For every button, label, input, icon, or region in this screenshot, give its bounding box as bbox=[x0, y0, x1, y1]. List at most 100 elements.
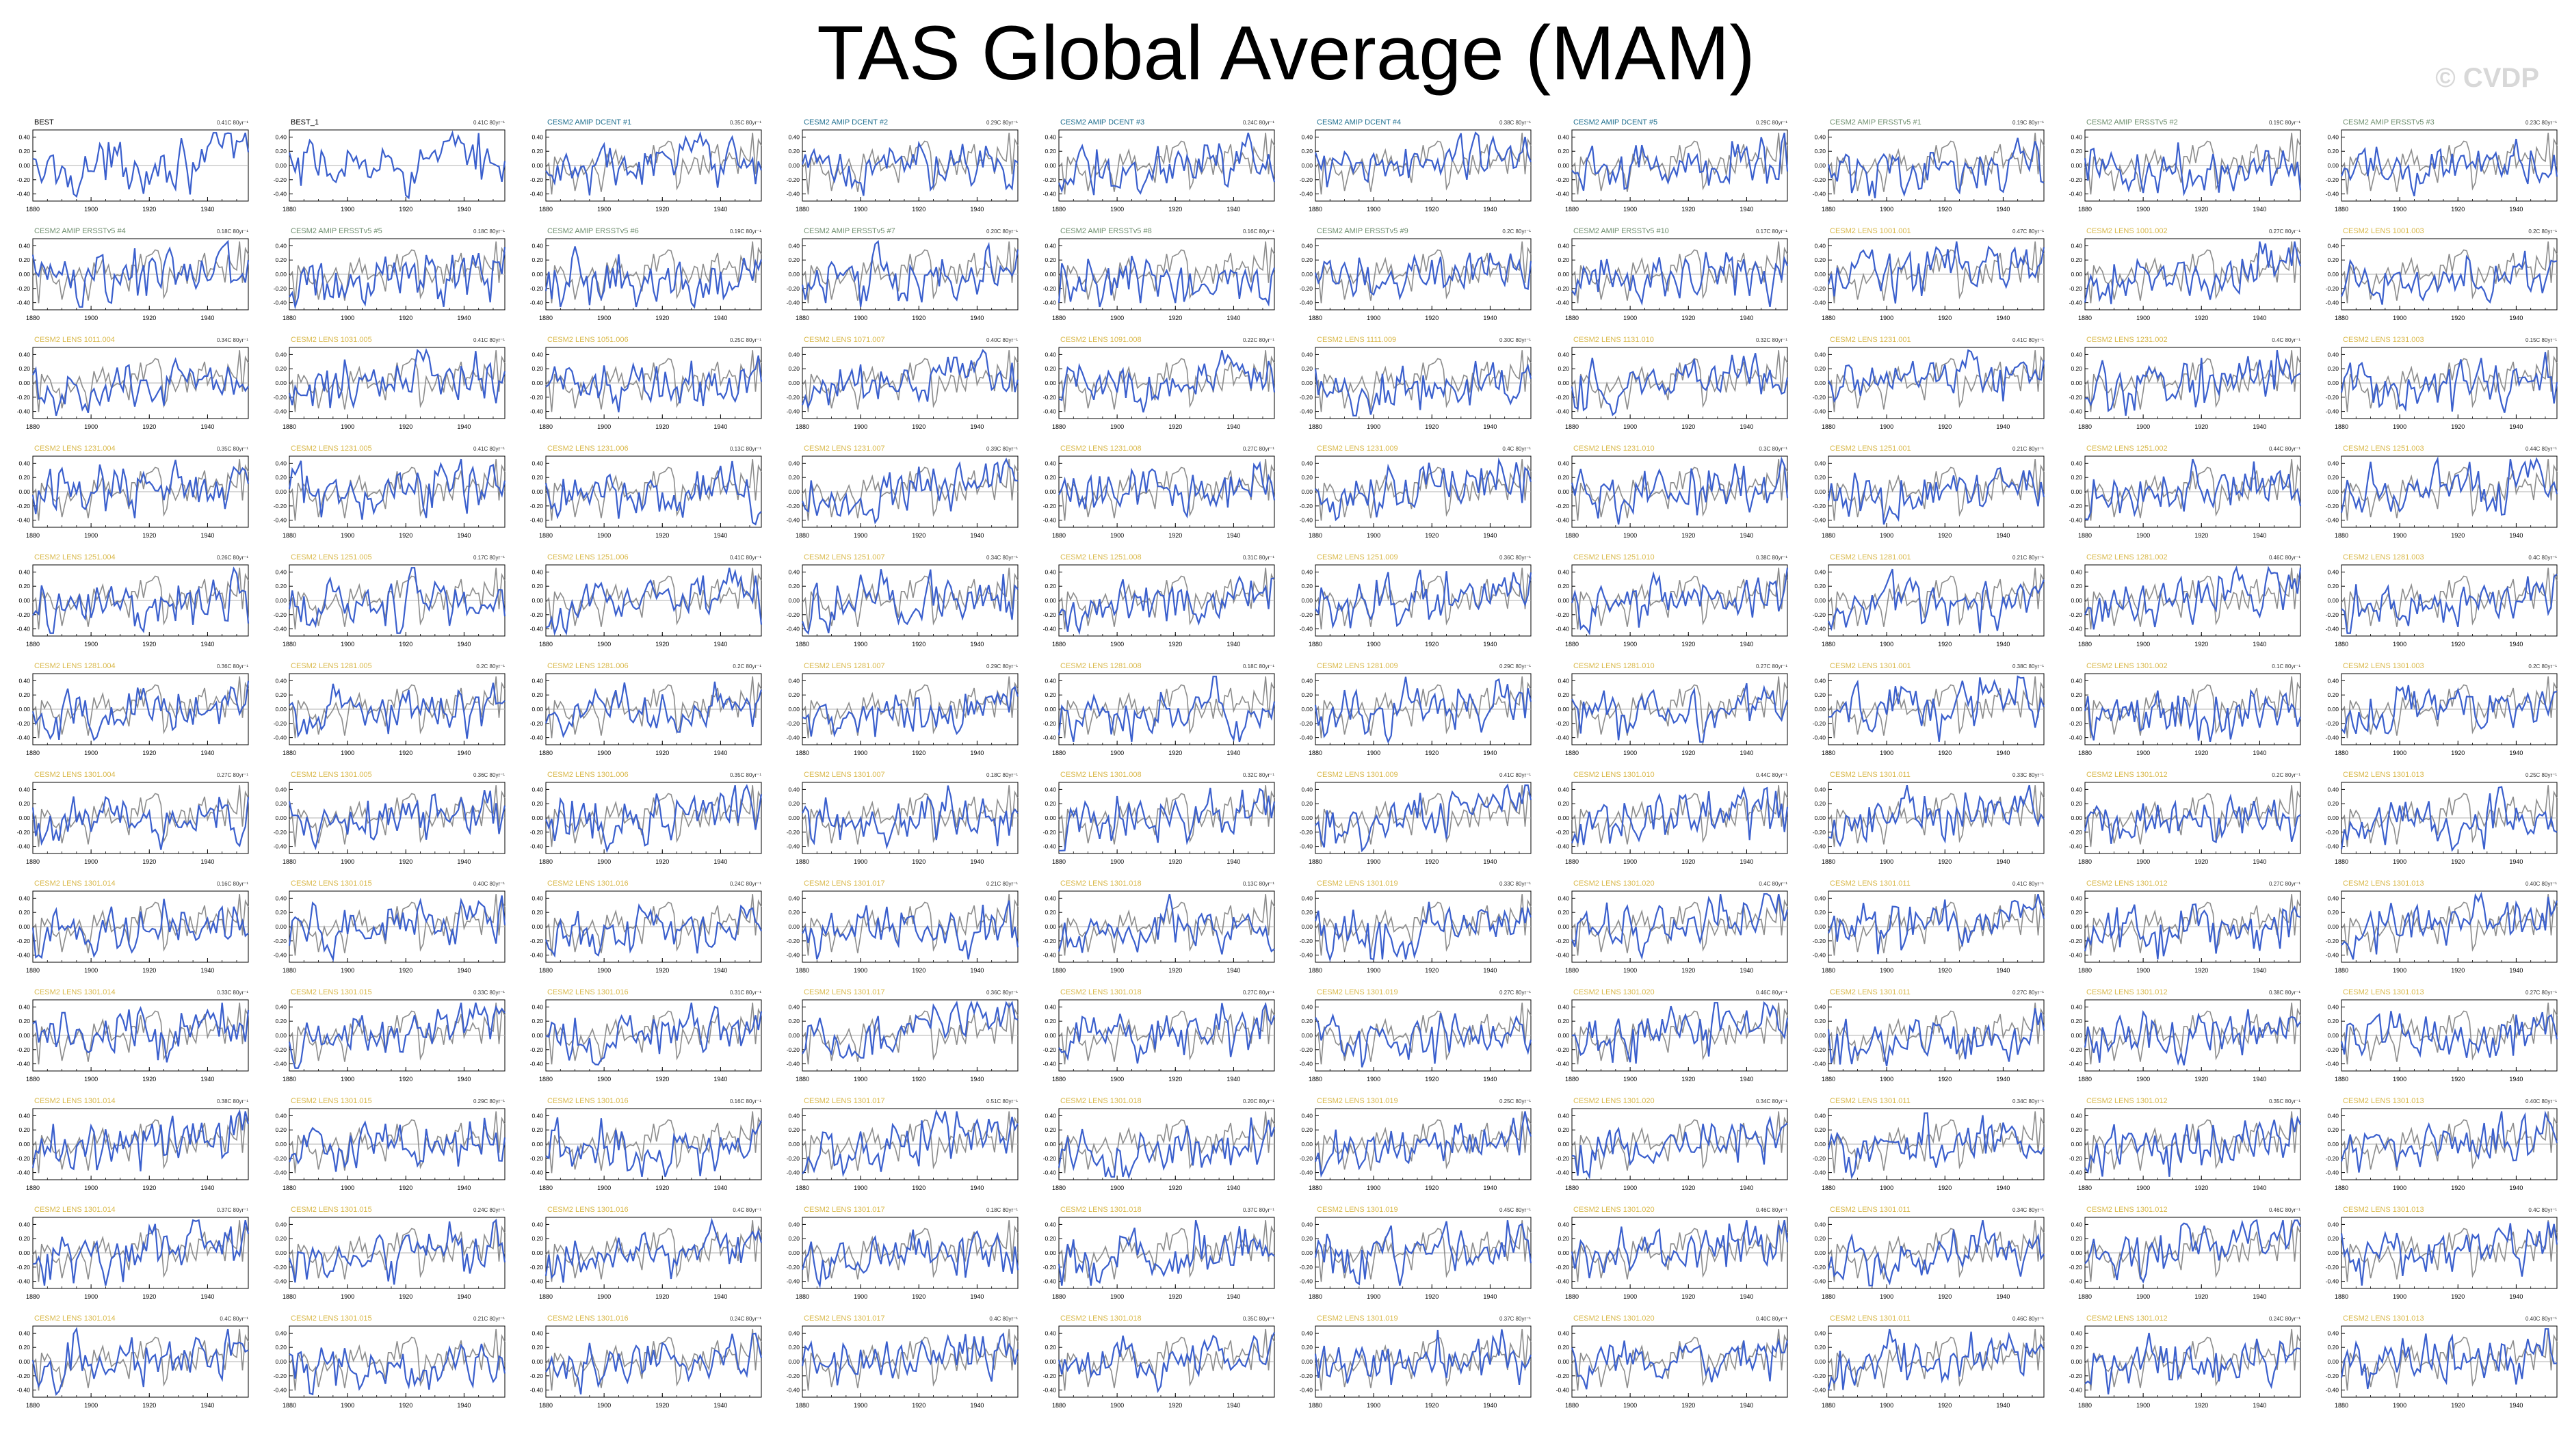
model-series-line bbox=[801, 1229, 1019, 1289]
x-tick-label: 1940 bbox=[1740, 423, 1753, 430]
y-tick-label: 0.40 bbox=[2071, 351, 2082, 358]
panel-trend-label: 0.16C 80yr⁻¹ bbox=[217, 881, 248, 887]
y-tick-label: 0.00 bbox=[788, 923, 800, 930]
model-series-line bbox=[801, 569, 1019, 635]
x-tick-label: 1880 bbox=[26, 315, 40, 321]
obs-series-line bbox=[1571, 459, 1788, 521]
y-tick-label: -0.20 bbox=[1556, 1046, 1570, 1053]
panel: CESM2 AMIP DCENT #4 0.38C 80yr⁻¹0.400.200… bbox=[1300, 118, 1532, 213]
y-tick-label: -0.20 bbox=[1043, 611, 1057, 618]
panel: CESM2 LENS 1231.004 0.35C 80yr⁻¹0.400.200… bbox=[17, 445, 250, 539]
x-tick-label: 1900 bbox=[597, 1076, 611, 1083]
y-tick-label: 0.40 bbox=[275, 677, 287, 684]
y-tick-label: 0.40 bbox=[275, 1112, 287, 1119]
y-tick-label: 0.20 bbox=[1301, 691, 1313, 698]
y-tick-label: 0.00 bbox=[1814, 380, 1826, 386]
panel-trend-label: 0.24C 80yr⁻¹ bbox=[730, 881, 761, 887]
x-tick-label: 1940 bbox=[970, 423, 984, 430]
y-tick-label: 0.20 bbox=[2071, 1126, 2082, 1133]
obs-series-line bbox=[1571, 785, 1788, 847]
x-tick-label: 1920 bbox=[2194, 1402, 2208, 1409]
x-tick-label: 1880 bbox=[1565, 750, 1579, 756]
x-tick-label: 1900 bbox=[2393, 1402, 2406, 1409]
panel-trend-label: 0.33C 80yr⁻¹ bbox=[2012, 772, 2044, 778]
y-tick-label: 0.20 bbox=[788, 1235, 800, 1242]
x-tick-label: 1880 bbox=[2335, 1076, 2348, 1083]
panel-trend-label: 0.22C 80yr⁻¹ bbox=[1243, 337, 1274, 343]
y-tick-label: -0.40 bbox=[1813, 408, 1826, 415]
y-tick-label: 0.40 bbox=[1045, 133, 1056, 140]
x-tick-label: 1880 bbox=[2078, 1293, 2092, 1300]
y-tick-label: 0.40 bbox=[1558, 895, 1569, 901]
x-tick-label: 1920 bbox=[1425, 315, 1439, 321]
x-tick-label: 1940 bbox=[1996, 967, 2010, 974]
x-tick-label: 1920 bbox=[1681, 858, 1695, 865]
y-tick-label: -0.40 bbox=[787, 952, 800, 959]
x-tick-label: 1940 bbox=[713, 532, 727, 539]
x-tick-label: 1880 bbox=[1565, 967, 1579, 974]
panel-title: CESM2 LENS 1301.019 bbox=[1317, 1206, 1398, 1214]
obs-series-line bbox=[1571, 241, 1788, 304]
y-tick-label: -0.40 bbox=[2069, 952, 2083, 959]
y-tick-label: -0.40 bbox=[17, 1387, 31, 1394]
panel: CESM2 AMIP ERSSTv5 #4 0.18C 80yr⁻¹0.400.2… bbox=[17, 227, 250, 321]
panel-title: CESM2 LENS 1231.009 bbox=[1317, 445, 1398, 453]
y-tick-label: 0.00 bbox=[1301, 162, 1313, 169]
y-tick-label: 0.40 bbox=[1045, 1329, 1056, 1336]
y-tick-label: 0.00 bbox=[532, 162, 543, 169]
x-tick-label: 1880 bbox=[26, 750, 40, 756]
y-tick-label: 0.00 bbox=[1558, 1358, 1569, 1365]
x-tick-label: 1900 bbox=[854, 1184, 867, 1191]
y-tick-label: 0.40 bbox=[788, 242, 800, 249]
y-tick-label: 0.20 bbox=[2071, 1018, 2082, 1024]
y-tick-label: -0.40 bbox=[1300, 191, 1313, 198]
y-tick-label: -0.20 bbox=[1556, 938, 1570, 944]
y-tick-label: -0.20 bbox=[2326, 938, 2339, 944]
x-tick-label: 1920 bbox=[1681, 532, 1695, 539]
panel: CESM2 LENS 1301.019 0.37C 80yr⁻¹0.400.200… bbox=[1300, 1314, 1532, 1409]
panel: CESM2 LENS 1281.003 0.4C 80yr⁻¹0.400.200.… bbox=[2326, 553, 2558, 648]
x-tick-label: 1880 bbox=[1052, 1293, 1066, 1300]
y-tick-label: 0.00 bbox=[1045, 271, 1056, 278]
y-tick-label: 0.20 bbox=[275, 691, 287, 698]
y-tick-label: 0.40 bbox=[1558, 460, 1569, 466]
y-tick-label: 0.20 bbox=[2327, 909, 2339, 916]
y-tick-label: 0.40 bbox=[2071, 568, 2082, 575]
x-tick-label: 1880 bbox=[796, 750, 809, 756]
x-tick-label: 1940 bbox=[1996, 858, 2010, 865]
x-tick-label: 1920 bbox=[142, 423, 156, 430]
x-tick-label: 1940 bbox=[200, 532, 214, 539]
x-tick-label: 1880 bbox=[1309, 858, 1322, 865]
y-tick-label: -0.40 bbox=[17, 734, 31, 741]
y-tick-label: 0.00 bbox=[1301, 1141, 1313, 1148]
y-tick-label: 0.40 bbox=[2071, 242, 2082, 249]
x-tick-label: 1920 bbox=[399, 1076, 412, 1083]
panel-title: CESM2 LENS 1281.010 bbox=[1573, 662, 1655, 670]
x-tick-label: 1940 bbox=[1740, 1402, 1753, 1409]
panel-title: CESM2 LENS 1301.017 bbox=[804, 988, 885, 996]
model-series-line bbox=[289, 683, 506, 739]
panel-trend-label: 0.44C 80yr⁻¹ bbox=[2525, 446, 2557, 452]
y-tick-label: 0.40 bbox=[18, 460, 30, 466]
panel-title: CESM2 LENS 1251.005 bbox=[291, 553, 372, 561]
model-series-line bbox=[32, 357, 249, 416]
y-tick-label: 0.00 bbox=[788, 597, 800, 604]
x-tick-label: 1940 bbox=[713, 1402, 727, 1409]
obs-series-line bbox=[289, 785, 506, 847]
panel: CESM2 LENS 1301.015 0.29C 80yr⁻¹0.400.200… bbox=[274, 1097, 506, 1191]
x-tick-label: 1940 bbox=[457, 1076, 471, 1083]
panel-trend-label: 0.18C 80yr⁻¹ bbox=[217, 228, 248, 235]
panel-title: CESM2 LENS 1301.020 bbox=[1573, 879, 1655, 888]
panel: CESM2 LENS 1301.006 0.35C 80yr⁻¹0.400.200… bbox=[530, 771, 763, 865]
panel-trend-label: 0.41C 80yr⁻¹ bbox=[2012, 337, 2044, 343]
panel-trend-label: 0.24C 80yr⁻¹ bbox=[473, 1207, 505, 1213]
panel: CESM2 LENS 1301.018 0.27C 80yr⁻¹0.400.200… bbox=[1043, 988, 1276, 1083]
x-tick-label: 1940 bbox=[713, 641, 727, 648]
x-tick-label: 1920 bbox=[655, 641, 669, 648]
model-series-line bbox=[1828, 784, 2045, 847]
panel-title: CESM2 LENS 1301.012 bbox=[2086, 988, 2168, 996]
y-tick-label: -0.40 bbox=[274, 843, 287, 850]
y-tick-label: -0.20 bbox=[1043, 829, 1057, 836]
panel-title: CESM2 LENS 1301.010 bbox=[1573, 771, 1655, 779]
panel-title: CESM2 LENS 1301.015 bbox=[291, 1097, 372, 1105]
